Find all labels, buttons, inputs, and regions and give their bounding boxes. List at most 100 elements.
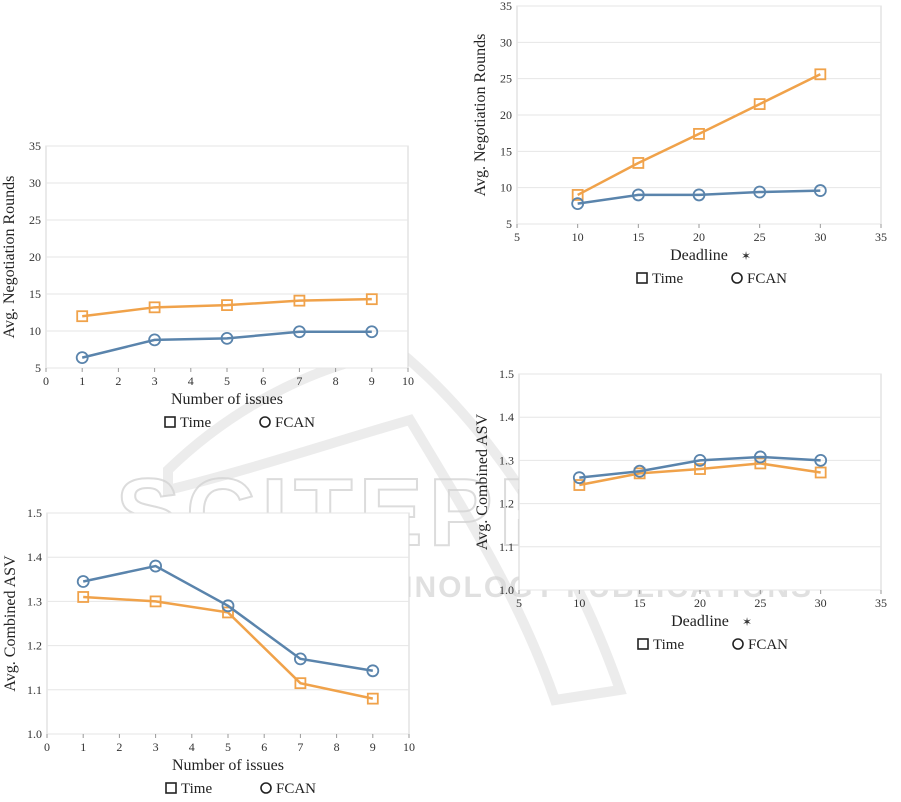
chart-rounds-vs-deadline: 5 10 15 20 25 30 35 5 10 15 20 25 30 35 Deadline ✶ Avg. … [472,0,887,287]
y-tick-label: 1.5 [27,506,42,520]
x-tick-label: 2 [115,374,121,388]
data-point-time [814,466,827,479]
data-point-time [694,463,706,475]
x-tick-label: 2 [116,740,122,754]
series-line-fcan [577,189,821,205]
y-tick-label: 10 [500,181,512,195]
data-point-fcan [220,331,234,345]
x-tick-label: 30 [814,230,826,244]
data-point-time [632,157,645,169]
y-tick-label: 1.2 [499,497,514,511]
x-tick-label: 10 [403,740,415,754]
data-point-time [365,293,378,306]
y-axis-label: Avg. Negotiation Rounds [1,176,18,339]
x-tick-label: 1 [80,740,86,754]
data-point-time [222,606,234,619]
x-tick-label: 9 [370,740,376,754]
data-point-fcan [571,197,585,211]
data-point-fcan [753,450,767,464]
series-line-fcan [82,564,374,673]
data-point-time [148,301,161,314]
x-tick-label: 7 [297,740,303,754]
x-tick-label: 9 [369,374,375,388]
series-line-fcan [579,455,821,479]
y-tick-label: 10 [29,324,41,338]
legend-circle-icon [260,782,272,794]
x-tick-label: 5 [224,374,230,388]
x-tick-label: 35 [875,230,887,244]
x-tick-label: 25 [754,596,766,610]
y-tick-label: 1.2 [27,639,42,653]
y-tick-label: 1.4 [27,550,42,564]
y-tick-label: 25 [29,213,41,227]
y-tick-label: 1.0 [499,583,514,597]
data-point-time [149,595,162,608]
data-point-fcan [293,652,307,666]
y-tick-label: 30 [500,35,512,49]
x-axis-label: Number of issues [171,391,283,408]
pin-icon: ✶ [741,249,751,263]
x-tick-label: 0 [44,740,50,754]
x-tick-label: 4 [189,740,195,754]
x-tick-label: 8 [334,740,340,754]
y-tick-label: 35 [29,139,41,153]
data-point-fcan [148,333,162,347]
chart-asv-vs-issues: 1.0 1.1 1.2 1.3 1.4 1.5 0 1 2 3 4 5 6 7 8 9 10 Number of … [2,506,415,797]
x-tick-label: 6 [261,740,267,754]
x-tick-label: 10 [572,230,584,244]
legend-square-icon [165,782,177,794]
data-point-time [294,677,307,690]
data-point-time [221,299,233,312]
legend-square-icon [164,416,176,428]
x-tick-label: 5 [516,596,522,610]
data-point-fcan [753,185,767,199]
legend-label-fcan: FCAN [275,415,315,431]
data-point-time [573,479,586,491]
data-point-fcan [75,351,89,365]
x-tick-label: 8 [333,374,339,388]
legend-square-icon [636,272,648,284]
data-point-fcan [292,325,306,339]
y-axis-label: Avg. Combined ASV [2,555,19,692]
x-tick-label: 3 [152,374,158,388]
legend-label-time: Time [653,637,684,653]
data-point-fcan [693,453,707,467]
x-axis-label: Deadline [671,613,729,630]
y-tick-label: 1.5 [499,367,514,381]
data-point-time [293,294,306,307]
legend-label-fcan: FCAN [748,637,788,653]
x-tick-label: 5 [514,230,520,244]
data-point-fcan [572,471,586,485]
plot-area [46,512,410,735]
y-axis-label: Avg. Combined ASV [474,413,491,550]
y-tick-label: 1.4 [499,410,514,424]
legend-square-icon [637,638,649,650]
data-point-fcan [692,188,706,202]
y-axis-label: Avg. Negotiation Rounds [472,34,489,197]
series-line-fcan [81,330,372,359]
y-tick-label: 1.3 [27,594,42,608]
chart-rounds-vs-issues: 5 10 15 20 25 30 35 0 1 2 3 4 5 6 7 8 9 10 Number of issue… [1,139,414,431]
x-tick-label: 30 [815,596,827,610]
x-tick-label: 6 [260,374,266,388]
legend-circle-icon [732,638,744,650]
y-tick-label: 15 [500,144,512,158]
x-tick-label: 1 [79,374,85,388]
series-line-time [82,297,372,318]
x-tick-label: 0 [43,374,49,388]
y-tick-label: 5 [506,217,512,231]
x-tick-label: 15 [634,596,646,610]
y-tick-label: 1.3 [499,453,514,467]
x-axis-label: Number of issues [172,757,284,774]
data-point-fcan [814,453,828,467]
y-tick-label: 1.0 [27,727,42,741]
x-tick-label: 10 [573,596,585,610]
data-point-fcan [149,559,163,573]
legend-label-time: Time [652,271,683,287]
x-tick-label: 5 [225,740,231,754]
legend-label-fcan: FCAN [276,781,316,797]
y-tick-label: 1.1 [27,683,42,697]
data-point-fcan [631,188,645,202]
data-point-time [754,457,767,470]
